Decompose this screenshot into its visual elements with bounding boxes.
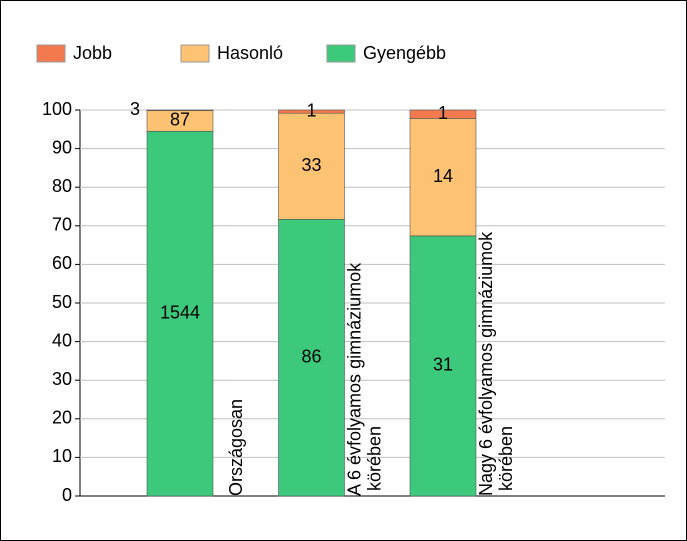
bar-segment — [278, 219, 345, 497]
legend-swatch — [36, 44, 66, 63]
data-label: 86 — [301, 346, 321, 366]
bar-segment — [409, 235, 477, 497]
data-label: 14 — [433, 166, 453, 186]
y-tick-label: 60 — [52, 253, 72, 273]
x-tick-label: A 6 évfolyamos gimnáziumok körében — [344, 262, 384, 496]
data-label: 1 — [438, 103, 448, 123]
legend-label: Hasonló — [217, 43, 283, 63]
data-label: 31 — [433, 355, 453, 375]
y-tick-label: 20 — [52, 408, 72, 428]
y-tick-label: 10 — [52, 446, 72, 466]
category-label-group: A 6 évfolyamos gimnáziumok körében — [344, 262, 384, 496]
category-label-group: Nagy 6 évfolyamos gimnáziumok körében — [476, 231, 516, 496]
bar-segment — [146, 109, 214, 112]
bar-segment — [278, 112, 345, 220]
y-tick-label: 0 — [62, 485, 72, 505]
y-tick-label: 30 — [52, 369, 72, 389]
bar-segment — [409, 118, 477, 237]
y-tick-label: 100 — [42, 99, 72, 119]
bar-segment — [409, 109, 477, 119]
y-tick-label: 40 — [52, 330, 72, 350]
data-label: 1544 — [160, 302, 200, 322]
y-tick-label: 70 — [52, 215, 72, 235]
legend-swatch — [326, 44, 356, 63]
legend-label: Jobb — [73, 43, 112, 63]
x-tick-label: Országosan — [226, 399, 246, 496]
bar-segment — [146, 130, 214, 497]
data-label: 3 — [130, 99, 140, 119]
data-label: 87 — [170, 110, 190, 130]
y-tick-label: 90 — [52, 137, 72, 157]
y-tick-label: 80 — [52, 176, 72, 196]
data-label: 33 — [301, 155, 321, 175]
legend-label: Gyengébb — [363, 43, 446, 63]
legend-swatch — [180, 44, 210, 63]
x-tick-label: Nagy 6 évfolyamos gimnáziumok körében — [476, 231, 516, 496]
bar-segment — [278, 109, 345, 114]
data-label: 1 — [306, 100, 316, 120]
category-label-group: Országosan — [226, 399, 246, 496]
y-tick-label: 50 — [52, 292, 72, 312]
